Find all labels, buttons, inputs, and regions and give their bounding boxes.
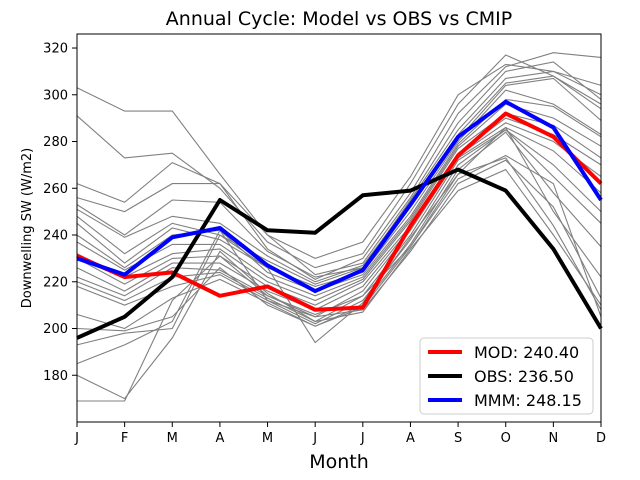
y-tick-label: 320: [43, 42, 68, 57]
plot-frame: [76, 33, 602, 423]
cmip-member-line-17: [76, 131, 602, 330]
legend-label-obs: OBS: 236.50: [474, 367, 574, 386]
cmip-member-line-2: [76, 54, 602, 269]
y-tick-label: 240: [43, 229, 68, 244]
x-tick-label: A: [215, 431, 224, 446]
cmip-member-line-4: [76, 61, 602, 276]
y-tick-label: 220: [43, 275, 68, 290]
cmip-members: [76, 52, 602, 402]
y-tick-label: 280: [43, 135, 68, 150]
x-tick-label: A: [406, 431, 415, 446]
y-axis: 180 200 220 240 260 280 300 320: [43, 42, 77, 384]
x-tick-label: F: [121, 431, 128, 446]
x-tick-label: J: [360, 431, 365, 446]
cmip-member-line-12: [76, 117, 602, 306]
cmip-member-line-22: [77, 154, 602, 402]
y-tick-label: 300: [43, 88, 68, 103]
cmip-member-line-9: [76, 98, 602, 292]
series-line-mod: [76, 111, 603, 312]
chart-title: Annual Cycle: Model vs OBS vs CMIP: [166, 8, 512, 30]
legend: MOD: 240.40 OBS: 236.50 MMM: 248.15: [419, 337, 594, 415]
cmip-member-line-18: [76, 126, 602, 332]
cmip-member-line-19: [76, 157, 602, 346]
series-line-mmm: [76, 99, 603, 294]
cmip-member-line-21: [76, 168, 602, 400]
series-lines: [76, 99, 603, 340]
cmip-member-line-6: [76, 75, 602, 283]
cmip-member-line-20: [76, 159, 602, 365]
legend-box: [419, 337, 594, 415]
x-tick-label: J: [74, 431, 79, 446]
x-tick-label: D: [596, 431, 606, 446]
x-tick-label: M: [262, 431, 273, 446]
cmip-member-line-7: [76, 77, 602, 285]
legend-label-mmm: MMM: 248.15: [474, 391, 582, 410]
cmip-member-line-3: [76, 52, 602, 281]
y-tick-label: 260: [43, 182, 68, 197]
y-tick-label: 200: [43, 322, 68, 337]
y-tick-label: 180: [43, 369, 68, 384]
x-tick-label: J: [312, 431, 317, 446]
cmip-member-line-16: [76, 129, 602, 325]
x-tick-label: S: [454, 431, 462, 446]
y-axis-label: Downwelling SW (W/m2): [20, 148, 35, 308]
cmip-member-line-5: [76, 70, 602, 278]
cmip-member-line-13: [76, 122, 602, 311]
x-tick-label: N: [548, 431, 558, 446]
series-line-obs: [76, 167, 603, 340]
x-axis-label: Month: [309, 451, 369, 473]
legend-label-mod: MOD: 240.40: [474, 343, 579, 362]
cmip-member-line-1: [76, 63, 602, 259]
x-tick-label: O: [501, 431, 511, 446]
x-tick-label: M: [167, 431, 178, 446]
